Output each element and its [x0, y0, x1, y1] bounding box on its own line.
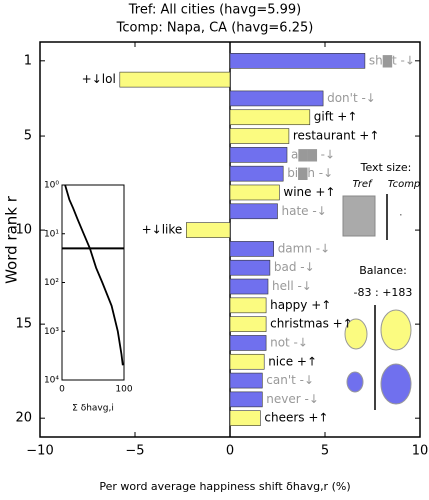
bar	[229, 147, 288, 163]
balance-circle	[380, 363, 412, 405]
word-label: wine +↑	[283, 185, 335, 199]
text-size-title: Text size:	[360, 161, 412, 174]
word-label: gift +↑	[314, 110, 358, 124]
y-tick-label: 15	[15, 317, 32, 332]
word-label: restaurant +↑	[293, 129, 380, 143]
bar	[229, 353, 265, 370]
text-size-comp: Tcomp	[388, 179, 421, 190]
bar	[229, 278, 269, 295]
word-label: not -↓	[270, 335, 308, 349]
y-axis-label: Word rank r	[3, 195, 21, 284]
bar	[229, 128, 290, 144]
word-label: hell -↓	[272, 279, 312, 293]
y-tick-label: 5	[24, 129, 32, 144]
x-tick-label: −5	[125, 444, 144, 459]
inset-y-tick-label: 10¹	[44, 229, 59, 239]
text-size-ref-box	[342, 195, 376, 237]
bar	[229, 90, 324, 107]
inset-x-tick-label: 100	[115, 385, 132, 395]
balance-circle	[346, 371, 364, 393]
x-tick-label: 10	[412, 444, 429, 459]
balance-title: Balance:	[359, 264, 407, 277]
word-label: nice +↑	[268, 354, 317, 368]
chart-title: Tref: All cities (havg=5.99)	[128, 3, 301, 18]
word-label: +↓like	[142, 223, 183, 237]
inset-y-tick-label: 10⁰	[44, 181, 59, 191]
word-label: damn -↓	[278, 241, 330, 255]
balance-circle	[344, 318, 368, 350]
inset-curve	[64, 184, 124, 366]
word-label: hate -↓	[282, 204, 327, 218]
bar	[229, 109, 311, 126]
inset-frame	[61, 184, 125, 381]
balance-label: -83 : +183	[354, 286, 413, 299]
balance-circle	[380, 309, 412, 351]
bar	[186, 222, 231, 238]
bar	[229, 184, 280, 201]
y-tick-label: 10	[15, 223, 32, 238]
word-label: can't -↓	[266, 373, 314, 387]
inset: Σ δhavg,i	[61, 184, 125, 414]
bar	[229, 53, 366, 69]
bar	[229, 391, 263, 408]
bar	[229, 165, 284, 182]
bar	[119, 71, 231, 88]
bar	[229, 259, 271, 276]
chart-subtitle: Tcomp: Napa, CA (havg=6.25)	[116, 21, 314, 36]
bar	[229, 372, 263, 389]
word-label: happy +↑	[270, 298, 331, 312]
y-tick-label: 20	[15, 411, 32, 426]
x-tick-label: 5	[321, 444, 329, 459]
word-label: bad -↓	[274, 260, 315, 274]
word-label: +↓lol	[82, 72, 116, 86]
y-tick-label: 1	[24, 53, 32, 68]
word-label: cheers +↑	[264, 411, 328, 425]
inset-y-tick-label: 10³	[44, 327, 59, 337]
inset-y-tick-label: 10²	[44, 278, 59, 288]
word-label: christmas +↑	[270, 317, 353, 331]
bar	[229, 203, 278, 220]
word-label: bi▇h -↓	[287, 166, 333, 180]
bar	[229, 410, 261, 426]
word-label: sh▇t -↓	[369, 53, 415, 67]
bar	[229, 241, 275, 257]
word-label: don't -↓	[327, 91, 376, 105]
inset-x-label: Σ δhavg,i	[72, 404, 114, 414]
word-label: never -↓	[266, 392, 319, 406]
text-size-ref: Tref	[352, 179, 373, 190]
bar	[229, 297, 267, 314]
inset-y-tick-label: 10⁴	[44, 376, 59, 386]
text-size-comp-box	[400, 214, 402, 216]
word-label: a▇▇ -↓	[291, 147, 335, 161]
x-axis-label: Per word average happiness shift δhavg,r…	[99, 480, 350, 493]
x-tick-label: 0	[226, 444, 234, 459]
bar	[229, 316, 267, 332]
bar	[229, 335, 267, 351]
inset-x-tick-label: 0	[59, 385, 65, 395]
x-tick-label: −10	[26, 444, 53, 459]
